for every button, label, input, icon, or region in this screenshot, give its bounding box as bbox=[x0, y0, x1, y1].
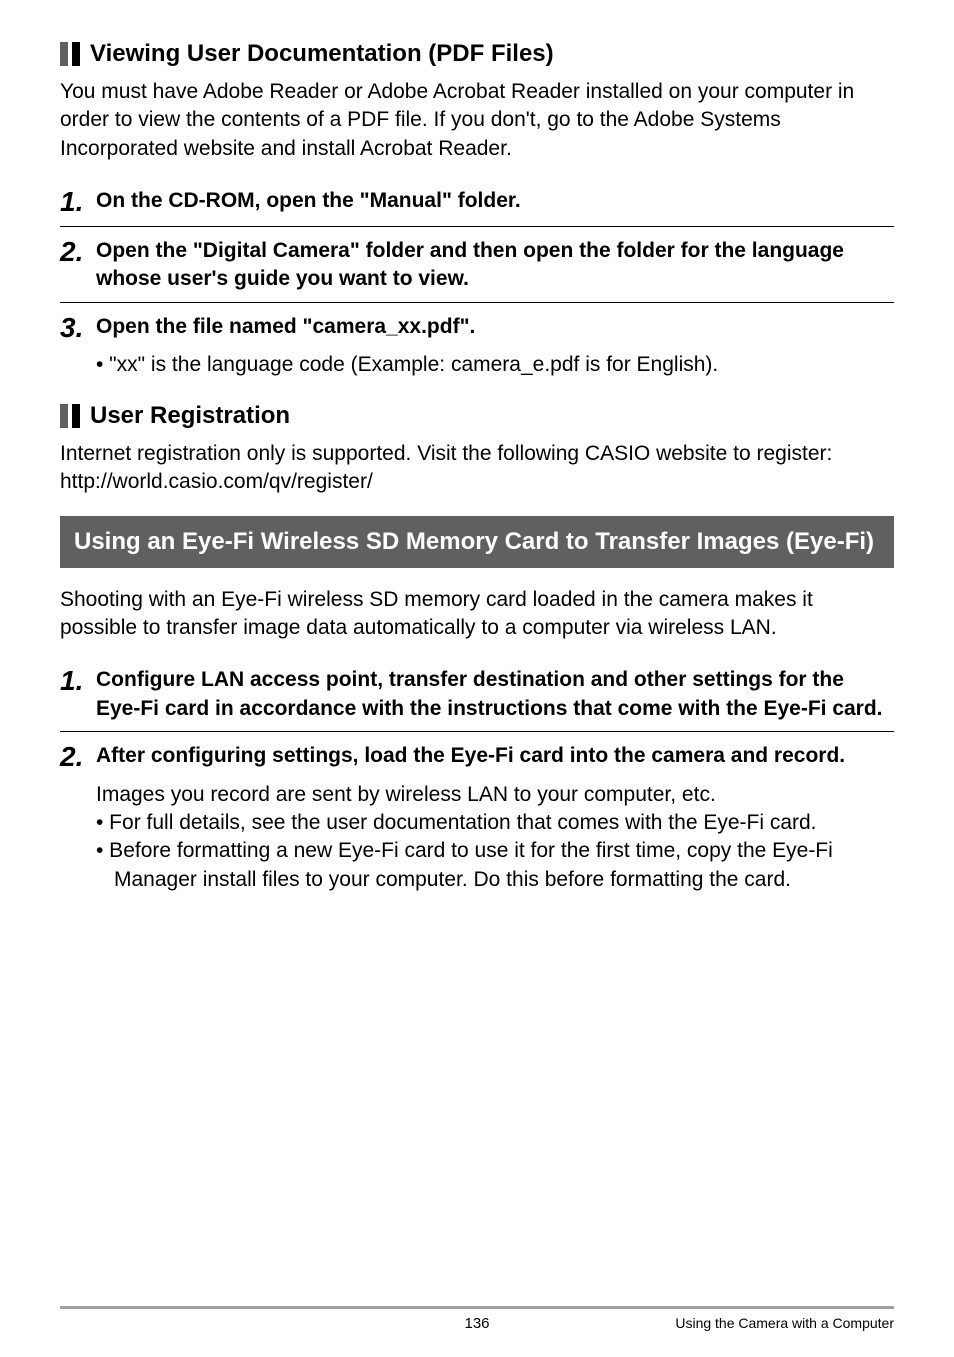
step-title: Configure LAN access point, transfer des… bbox=[96, 666, 894, 723]
heading-viewing-docs: Viewing User Documentation (PDF Files) bbox=[60, 40, 894, 68]
url-text: http://world.casio.com/qv/register/ bbox=[60, 468, 894, 496]
step-number: 1. bbox=[60, 666, 96, 697]
step-number: 2. bbox=[60, 237, 96, 268]
step-title: Open the "Digital Camera" folder and the… bbox=[96, 237, 894, 294]
step-eyefi-1: 1. Configure LAN access point, transfer … bbox=[60, 666, 894, 723]
bullet: • "xx" is the language code (Example: ca… bbox=[96, 351, 894, 379]
step-title: After configuring settings, load the Eye… bbox=[96, 742, 894, 770]
step-number: 3. bbox=[60, 313, 96, 344]
footer-rule bbox=[60, 1306, 894, 1309]
section-header-text: Using an Eye-Fi Wireless SD Memory Card … bbox=[74, 526, 880, 557]
heading-text: Viewing User Documentation (PDF Files) bbox=[90, 40, 554, 68]
step-1: 1. On the CD-ROM, open the "Manual" fold… bbox=[60, 187, 894, 218]
bullet: • Before formatting a new Eye-Fi card to… bbox=[96, 837, 894, 894]
divider bbox=[60, 302, 894, 303]
page-footer: 136 Using the Camera with a Computer bbox=[60, 1306, 894, 1331]
step-title: Open the file named "camera_xx.pdf". bbox=[96, 313, 894, 341]
step-number: 1. bbox=[60, 187, 96, 218]
paragraph: Internet registration only is supported.… bbox=[60, 440, 894, 468]
heading-user-registration: User Registration bbox=[60, 402, 894, 430]
heading-text: User Registration bbox=[90, 402, 290, 430]
heading-bar-icon bbox=[60, 42, 68, 66]
heading-bar-icon bbox=[60, 404, 68, 428]
section-header-eyefi: Using an Eye-Fi Wireless SD Memory Card … bbox=[60, 516, 894, 567]
step-eyefi-2: 2. After configuring settings, load the … bbox=[60, 742, 894, 773]
page: Viewing User Documentation (PDF Files) Y… bbox=[0, 0, 954, 1357]
divider bbox=[60, 731, 894, 732]
step-number: 2. bbox=[60, 742, 96, 773]
heading-bar-icon bbox=[72, 42, 80, 66]
divider bbox=[60, 226, 894, 227]
step-subtext: Images you record are sent by wireless L… bbox=[96, 781, 894, 809]
step-title: On the CD-ROM, open the "Manual" folder. bbox=[96, 187, 894, 215]
paragraph: Shooting with an Eye-Fi wireless SD memo… bbox=[60, 586, 894, 643]
step-2: 2. Open the "Digital Camera" folder and … bbox=[60, 237, 894, 294]
step-3: 3. Open the file named "camera_xx.pdf". bbox=[60, 313, 894, 344]
heading-bar-icon bbox=[72, 404, 80, 428]
paragraph: You must have Adobe Reader or Adobe Acro… bbox=[60, 78, 894, 163]
page-number: 136 bbox=[464, 1315, 489, 1332]
footer-right: Using the Camera with a Computer bbox=[675, 1315, 894, 1331]
bullet: • For full details, see the user documen… bbox=[96, 809, 894, 837]
